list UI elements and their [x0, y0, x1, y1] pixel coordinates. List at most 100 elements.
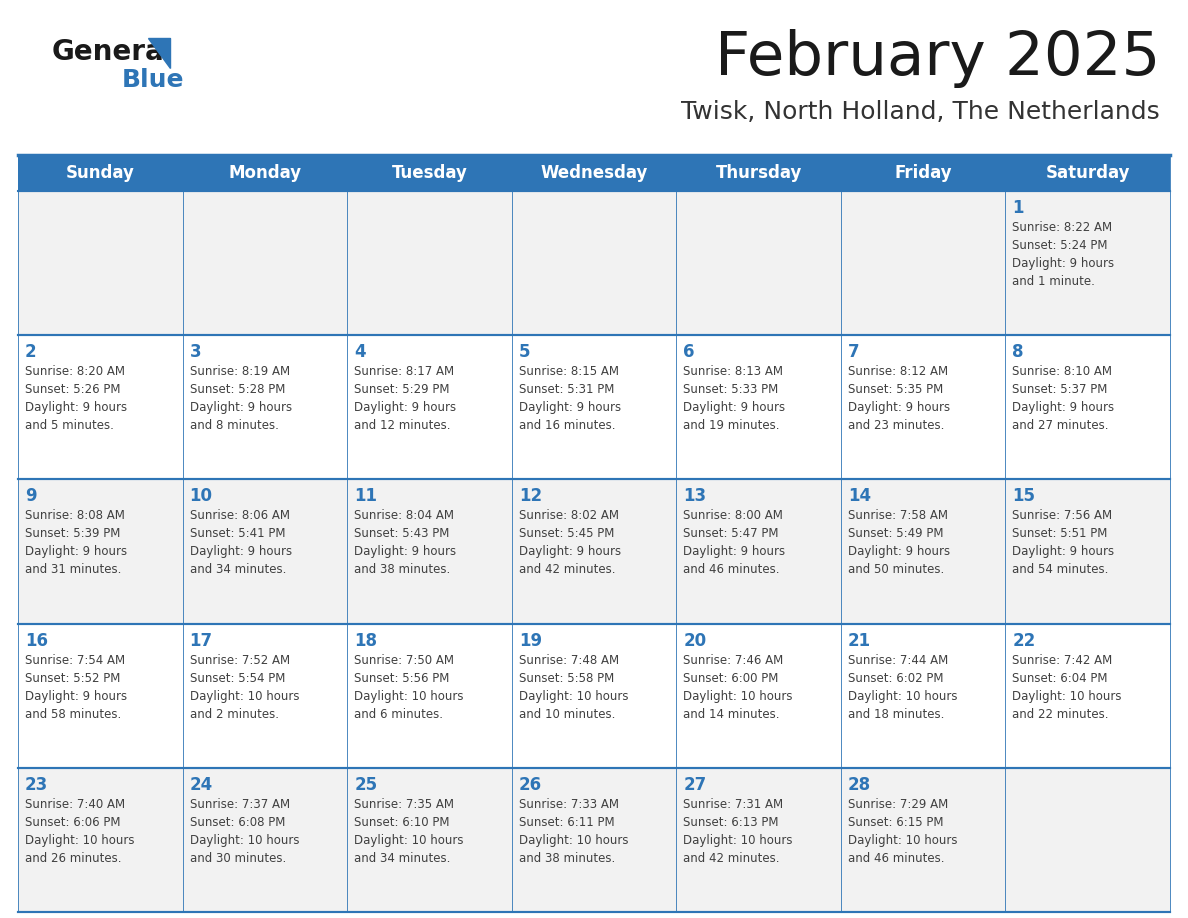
Bar: [183, 623, 347, 767]
Text: 17: 17: [190, 632, 213, 650]
Bar: [1005, 155, 1170, 191]
Bar: [676, 191, 841, 335]
Bar: [18, 335, 183, 479]
Text: Wednesday: Wednesday: [541, 164, 647, 182]
Text: 26: 26: [519, 776, 542, 794]
Text: 12: 12: [519, 487, 542, 506]
Bar: [1005, 479, 1170, 623]
Bar: [347, 767, 512, 912]
Bar: [841, 479, 1005, 623]
Text: Sunrise: 7:29 AM
Sunset: 6:15 PM
Daylight: 10 hours
and 46 minutes.: Sunrise: 7:29 AM Sunset: 6:15 PM Dayligh…: [848, 798, 958, 865]
Bar: [18, 155, 183, 191]
Text: Sunrise: 8:06 AM
Sunset: 5:41 PM
Daylight: 9 hours
and 34 minutes.: Sunrise: 8:06 AM Sunset: 5:41 PM Dayligh…: [190, 509, 292, 577]
Text: 19: 19: [519, 632, 542, 650]
Text: Sunrise: 8:22 AM
Sunset: 5:24 PM
Daylight: 9 hours
and 1 minute.: Sunrise: 8:22 AM Sunset: 5:24 PM Dayligh…: [1012, 221, 1114, 288]
Text: 18: 18: [354, 632, 377, 650]
Text: Sunrise: 8:20 AM
Sunset: 5:26 PM
Daylight: 9 hours
and 5 minutes.: Sunrise: 8:20 AM Sunset: 5:26 PM Dayligh…: [25, 365, 127, 432]
Bar: [18, 623, 183, 767]
Text: Sunrise: 8:02 AM
Sunset: 5:45 PM
Daylight: 9 hours
and 42 minutes.: Sunrise: 8:02 AM Sunset: 5:45 PM Dayligh…: [519, 509, 621, 577]
Text: 1: 1: [1012, 199, 1024, 217]
Bar: [183, 335, 347, 479]
Bar: [183, 155, 347, 191]
Text: Sunrise: 7:52 AM
Sunset: 5:54 PM
Daylight: 10 hours
and 2 minutes.: Sunrise: 7:52 AM Sunset: 5:54 PM Dayligh…: [190, 654, 299, 721]
Bar: [676, 335, 841, 479]
Text: Sunrise: 8:15 AM
Sunset: 5:31 PM
Daylight: 9 hours
and 16 minutes.: Sunrise: 8:15 AM Sunset: 5:31 PM Dayligh…: [519, 365, 621, 432]
Bar: [347, 155, 512, 191]
Text: Sunrise: 7:48 AM
Sunset: 5:58 PM
Daylight: 10 hours
and 10 minutes.: Sunrise: 7:48 AM Sunset: 5:58 PM Dayligh…: [519, 654, 628, 721]
Text: 8: 8: [1012, 343, 1024, 361]
Bar: [512, 191, 676, 335]
Text: 6: 6: [683, 343, 695, 361]
Text: 27: 27: [683, 776, 707, 794]
Text: Sunrise: 8:12 AM
Sunset: 5:35 PM
Daylight: 9 hours
and 23 minutes.: Sunrise: 8:12 AM Sunset: 5:35 PM Dayligh…: [848, 365, 950, 432]
Text: 3: 3: [190, 343, 201, 361]
Text: Sunrise: 7:46 AM
Sunset: 6:00 PM
Daylight: 10 hours
and 14 minutes.: Sunrise: 7:46 AM Sunset: 6:00 PM Dayligh…: [683, 654, 792, 721]
Bar: [512, 155, 676, 191]
Text: Sunrise: 7:58 AM
Sunset: 5:49 PM
Daylight: 9 hours
and 50 minutes.: Sunrise: 7:58 AM Sunset: 5:49 PM Dayligh…: [848, 509, 950, 577]
Bar: [1005, 335, 1170, 479]
Bar: [841, 767, 1005, 912]
Text: Sunrise: 7:42 AM
Sunset: 6:04 PM
Daylight: 10 hours
and 22 minutes.: Sunrise: 7:42 AM Sunset: 6:04 PM Dayligh…: [1012, 654, 1121, 721]
Text: Sunrise: 8:00 AM
Sunset: 5:47 PM
Daylight: 9 hours
and 46 minutes.: Sunrise: 8:00 AM Sunset: 5:47 PM Dayligh…: [683, 509, 785, 577]
Text: 2: 2: [25, 343, 37, 361]
Text: 22: 22: [1012, 632, 1036, 650]
Text: Sunrise: 7:33 AM
Sunset: 6:11 PM
Daylight: 10 hours
and 38 minutes.: Sunrise: 7:33 AM Sunset: 6:11 PM Dayligh…: [519, 798, 628, 865]
Bar: [1005, 191, 1170, 335]
Text: Saturday: Saturday: [1045, 164, 1130, 182]
Text: 14: 14: [848, 487, 871, 506]
Text: 15: 15: [1012, 487, 1036, 506]
Bar: [347, 335, 512, 479]
Bar: [676, 155, 841, 191]
Text: Sunrise: 7:54 AM
Sunset: 5:52 PM
Daylight: 9 hours
and 58 minutes.: Sunrise: 7:54 AM Sunset: 5:52 PM Dayligh…: [25, 654, 127, 721]
Text: Sunrise: 8:17 AM
Sunset: 5:29 PM
Daylight: 9 hours
and 12 minutes.: Sunrise: 8:17 AM Sunset: 5:29 PM Dayligh…: [354, 365, 456, 432]
Text: Sunrise: 8:08 AM
Sunset: 5:39 PM
Daylight: 9 hours
and 31 minutes.: Sunrise: 8:08 AM Sunset: 5:39 PM Dayligh…: [25, 509, 127, 577]
Text: Twisk, North Holland, The Netherlands: Twisk, North Holland, The Netherlands: [681, 100, 1159, 124]
Text: 10: 10: [190, 487, 213, 506]
Text: Sunday: Sunday: [65, 164, 134, 182]
Text: Sunrise: 8:10 AM
Sunset: 5:37 PM
Daylight: 9 hours
and 27 minutes.: Sunrise: 8:10 AM Sunset: 5:37 PM Dayligh…: [1012, 365, 1114, 432]
Bar: [676, 623, 841, 767]
Text: Sunrise: 8:19 AM
Sunset: 5:28 PM
Daylight: 9 hours
and 8 minutes.: Sunrise: 8:19 AM Sunset: 5:28 PM Dayligh…: [190, 365, 292, 432]
Bar: [512, 479, 676, 623]
Bar: [512, 335, 676, 479]
Bar: [676, 767, 841, 912]
Text: 24: 24: [190, 776, 213, 794]
Text: Sunrise: 7:40 AM
Sunset: 6:06 PM
Daylight: 10 hours
and 26 minutes.: Sunrise: 7:40 AM Sunset: 6:06 PM Dayligh…: [25, 798, 134, 865]
Text: Sunrise: 7:56 AM
Sunset: 5:51 PM
Daylight: 9 hours
and 54 minutes.: Sunrise: 7:56 AM Sunset: 5:51 PM Dayligh…: [1012, 509, 1114, 577]
Text: 13: 13: [683, 487, 707, 506]
Polygon shape: [148, 38, 170, 68]
Bar: [841, 335, 1005, 479]
Text: 23: 23: [25, 776, 49, 794]
Bar: [841, 155, 1005, 191]
Text: 21: 21: [848, 632, 871, 650]
Bar: [841, 191, 1005, 335]
Text: Sunrise: 7:37 AM
Sunset: 6:08 PM
Daylight: 10 hours
and 30 minutes.: Sunrise: 7:37 AM Sunset: 6:08 PM Dayligh…: [190, 798, 299, 865]
Text: 25: 25: [354, 776, 378, 794]
Bar: [1005, 623, 1170, 767]
Bar: [347, 191, 512, 335]
Bar: [841, 623, 1005, 767]
Text: February 2025: February 2025: [715, 28, 1159, 87]
Text: 16: 16: [25, 632, 48, 650]
Bar: [347, 479, 512, 623]
Text: Sunrise: 8:13 AM
Sunset: 5:33 PM
Daylight: 9 hours
and 19 minutes.: Sunrise: 8:13 AM Sunset: 5:33 PM Dayligh…: [683, 365, 785, 432]
Text: Sunrise: 7:50 AM
Sunset: 5:56 PM
Daylight: 10 hours
and 6 minutes.: Sunrise: 7:50 AM Sunset: 5:56 PM Dayligh…: [354, 654, 463, 721]
Text: General: General: [52, 38, 175, 66]
Text: 11: 11: [354, 487, 377, 506]
Bar: [18, 767, 183, 912]
Bar: [347, 623, 512, 767]
Bar: [183, 479, 347, 623]
Text: Monday: Monday: [228, 164, 302, 182]
Bar: [512, 623, 676, 767]
Bar: [183, 767, 347, 912]
Bar: [1005, 767, 1170, 912]
Text: Friday: Friday: [895, 164, 952, 182]
Text: Sunrise: 7:44 AM
Sunset: 6:02 PM
Daylight: 10 hours
and 18 minutes.: Sunrise: 7:44 AM Sunset: 6:02 PM Dayligh…: [848, 654, 958, 721]
Text: 7: 7: [848, 343, 859, 361]
Text: Sunrise: 7:35 AM
Sunset: 6:10 PM
Daylight: 10 hours
and 34 minutes.: Sunrise: 7:35 AM Sunset: 6:10 PM Dayligh…: [354, 798, 463, 865]
Bar: [18, 191, 183, 335]
Bar: [676, 479, 841, 623]
Text: 4: 4: [354, 343, 366, 361]
Text: 5: 5: [519, 343, 530, 361]
Bar: [512, 767, 676, 912]
